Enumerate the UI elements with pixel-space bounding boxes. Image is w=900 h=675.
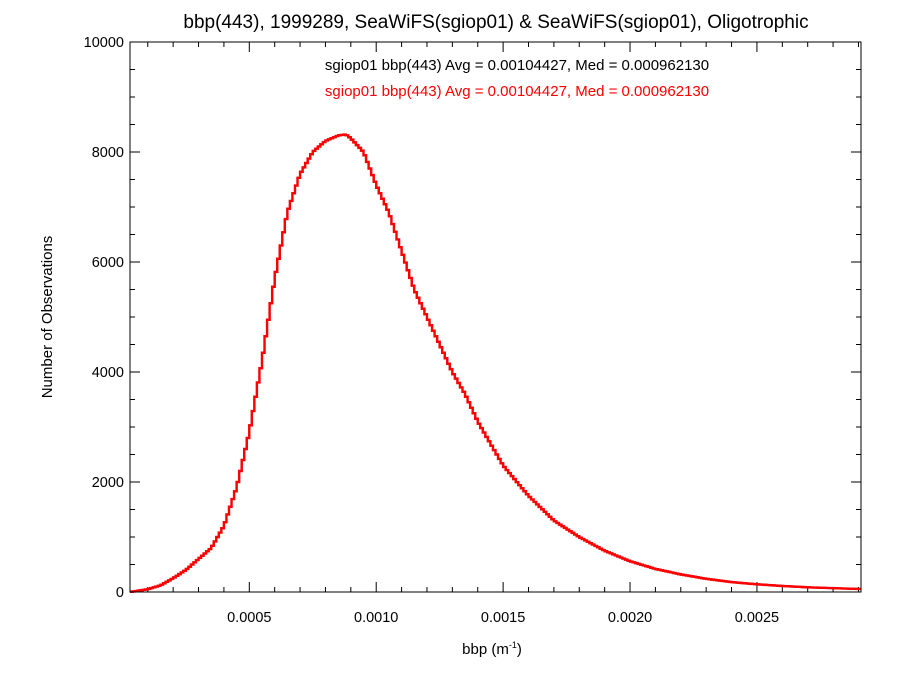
x-axis-label: bbp (m-1) — [462, 640, 522, 658]
legend-entry-red-series: sgiop01 bbp(443) Avg = 0.00104427, Med =… — [325, 83, 709, 100]
legend-entry-black-series: sgiop01 bbp(443) Avg = 0.00104427, Med =… — [325, 57, 709, 74]
y-tick-label: 4000 — [92, 365, 124, 381]
series-layer — [130, 133, 861, 593]
y-axis-ticks: 0 2000 4000 6000 8000 10000 — [84, 35, 861, 601]
x-axis-label-main: bbp (m — [462, 641, 509, 658]
y-tick-label: 10000 — [84, 35, 124, 51]
x-tick-label: 0.0010 — [354, 610, 398, 626]
x-tick-label: 0.0020 — [608, 610, 652, 626]
red-histogram-series — [130, 133, 861, 593]
chart-title: bbp(443), 1999289, SeaWiFS(sgiop01) & Se… — [183, 12, 808, 33]
y-axis-label: Number of Observations — [39, 236, 56, 399]
x-tick-label: 0.0025 — [735, 610, 779, 626]
y-tick-label: 0 — [116, 585, 124, 601]
x-tick-label: 0.0005 — [227, 610, 271, 626]
x-axis-label-superscript: -1 — [509, 640, 517, 650]
plot-frame — [129, 41, 862, 593]
x-axis-label-suffix: ) — [517, 641, 522, 658]
y-tick-label: 8000 — [92, 145, 124, 161]
y-tick-label: 6000 — [92, 255, 124, 271]
x-tick-label: 0.0015 — [481, 610, 525, 626]
x-axis-ticks: 0.0005 0.0010 0.0015 0.0020 0.0025 — [147, 42, 859, 626]
y-tick-label: 2000 — [92, 475, 124, 491]
